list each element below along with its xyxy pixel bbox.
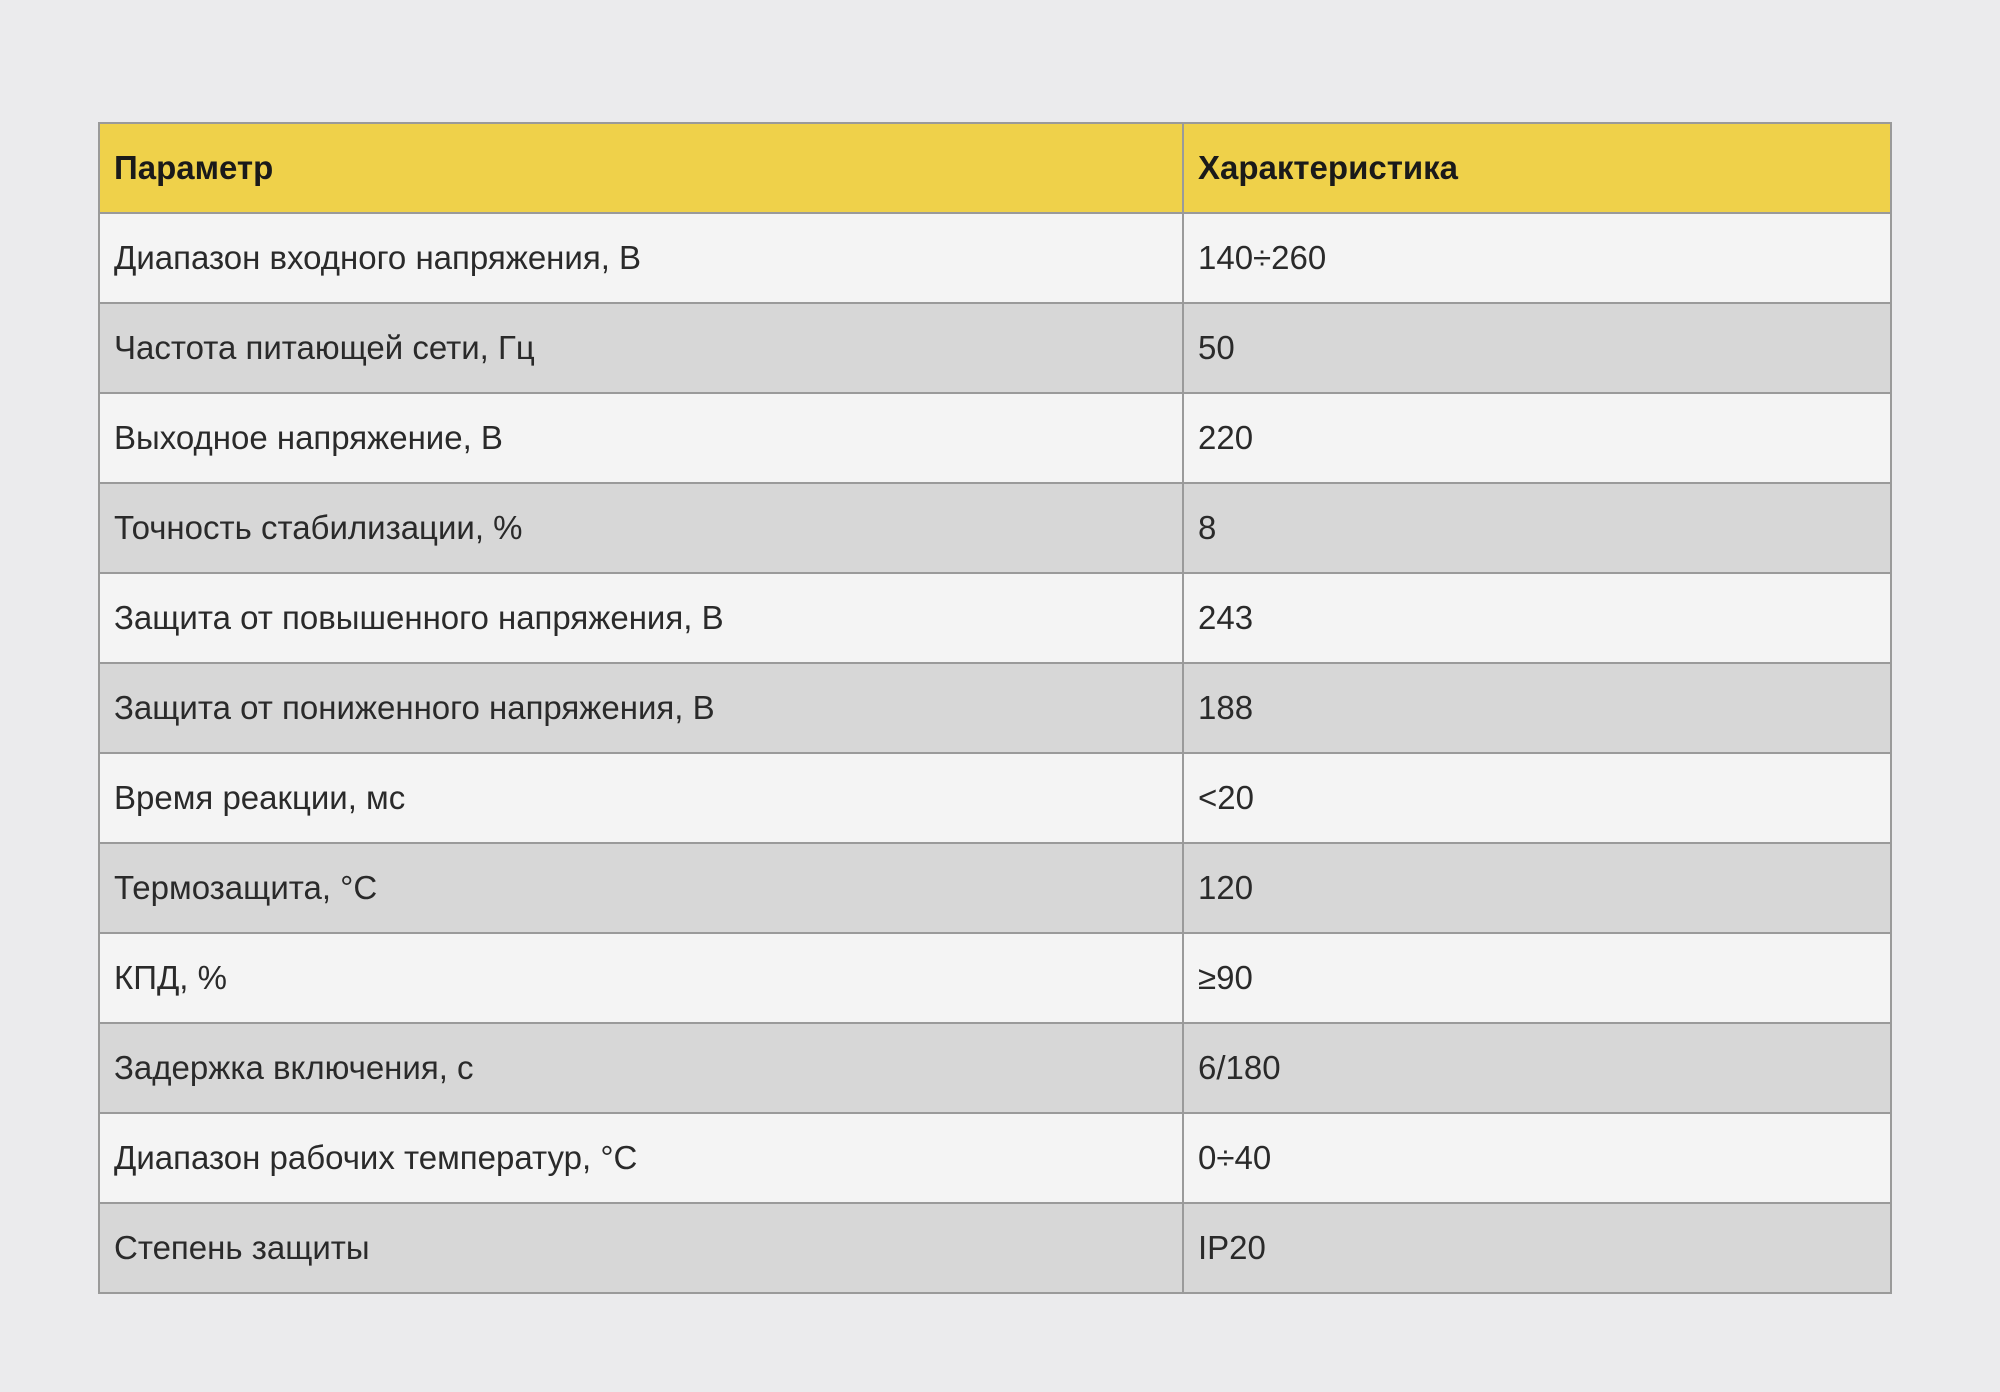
value-cell: 50 bbox=[1182, 302, 1892, 394]
table-row: Защита от повышенного напряжения, В 243 bbox=[98, 572, 1892, 664]
parameter-cell: Защита от повышенного напряжения, В bbox=[98, 572, 1184, 664]
parameter-cell: Частота питающей сети, Гц bbox=[98, 302, 1184, 394]
value-cell: <20 bbox=[1182, 752, 1892, 844]
parameter-cell: Диапазон входного напряжения, В bbox=[98, 212, 1184, 304]
parameter-cell: Диапазон рабочих температур, °С bbox=[98, 1112, 1184, 1204]
header-parameter: Параметр bbox=[98, 122, 1184, 214]
value-cell: ≥90 bbox=[1182, 932, 1892, 1024]
value-cell: 120 bbox=[1182, 842, 1892, 934]
parameter-cell: Выходное напряжение, В bbox=[98, 392, 1184, 484]
table-row: Диапазон входного напряжения, В 140÷260 bbox=[98, 212, 1892, 304]
value-cell: 140÷260 bbox=[1182, 212, 1892, 304]
value-cell: IP20 bbox=[1182, 1202, 1892, 1294]
value-cell: 0÷40 bbox=[1182, 1112, 1892, 1204]
parameter-cell: Задержка включения, с bbox=[98, 1022, 1184, 1114]
parameter-cell: Термозащита, °С bbox=[98, 842, 1184, 934]
parameter-cell: КПД, % bbox=[98, 932, 1184, 1024]
table-row: Частота питающей сети, Гц 50 bbox=[98, 302, 1892, 394]
table-header-row: Параметр Характеристика bbox=[98, 122, 1892, 214]
parameter-cell: Время реакции, мс bbox=[98, 752, 1184, 844]
parameter-cell: Защита от пониженного напряжения, В bbox=[98, 662, 1184, 754]
table-row: Точность стабилизации, % 8 bbox=[98, 482, 1892, 574]
parameter-cell: Точность стабилизации, % bbox=[98, 482, 1184, 574]
value-cell: 220 bbox=[1182, 392, 1892, 484]
header-characteristic: Характеристика bbox=[1182, 122, 1892, 214]
table-row: Время реакции, мс <20 bbox=[98, 752, 1892, 844]
table-row: КПД, % ≥90 bbox=[98, 932, 1892, 1024]
table-row: Задержка включения, с 6/180 bbox=[98, 1022, 1892, 1114]
table-row: Выходное напряжение, В 220 bbox=[98, 392, 1892, 484]
parameter-cell: Степень защиты bbox=[98, 1202, 1184, 1294]
specifications-table: Параметр Характеристика Диапазон входног… bbox=[98, 122, 1892, 1294]
table-row: Степень защиты IP20 bbox=[98, 1202, 1892, 1294]
value-cell: 188 bbox=[1182, 662, 1892, 754]
value-cell: 8 bbox=[1182, 482, 1892, 574]
table-row: Диапазон рабочих температур, °С 0÷40 bbox=[98, 1112, 1892, 1204]
table-row: Защита от пониженного напряжения, В 188 bbox=[98, 662, 1892, 754]
value-cell: 6/180 bbox=[1182, 1022, 1892, 1114]
table-row: Термозащита, °С 120 bbox=[98, 842, 1892, 934]
value-cell: 243 bbox=[1182, 572, 1892, 664]
